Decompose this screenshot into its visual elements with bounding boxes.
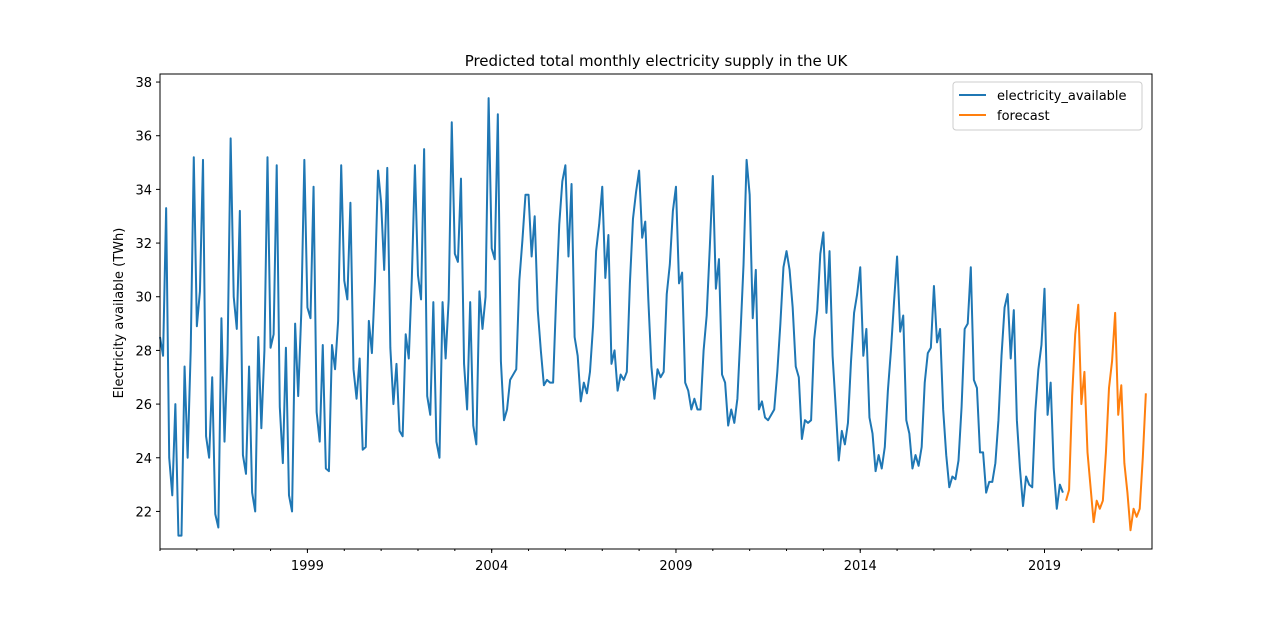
series-line-forecast [1065, 303, 1147, 532]
chart-title: Predicted total monthly electricity supp… [465, 52, 849, 70]
y-axis-label: Electricity available (TWh) [112, 228, 127, 399]
series-line-electricity-available [159, 97, 1064, 537]
y-tick-label: 22 [135, 505, 152, 520]
legend-box [952, 81, 1143, 131]
legend: electricity_available forecast [952, 81, 1143, 131]
x-tick-label: 2019 [1028, 559, 1061, 574]
y-tick-label: 38 [135, 76, 152, 91]
x-tick-label: 2004 [475, 559, 508, 574]
series-layer [159, 97, 1147, 537]
y-tick-label: 34 [135, 183, 152, 198]
y-tick-label: 36 [135, 130, 152, 145]
y-tick-label: 24 [135, 452, 152, 467]
x-tick-label: 2014 [844, 559, 877, 574]
y-tick-label: 30 [135, 291, 152, 306]
legend-label-electricity-available: electricity_available [997, 89, 1127, 104]
y-tick-label: 32 [135, 237, 152, 252]
plot-frame [159, 73, 1153, 550]
x-tick-label: 2009 [659, 559, 692, 574]
x-tick-label: 1999 [291, 559, 324, 574]
y-tick-label: 26 [135, 398, 152, 413]
legend-label-forecast: forecast [997, 109, 1050, 124]
axes: 22 24 26 28 30 32 34 36 38 1999 2004 2009 2014 2019 [135, 73, 1153, 574]
y-tick-label: 28 [135, 344, 152, 359]
